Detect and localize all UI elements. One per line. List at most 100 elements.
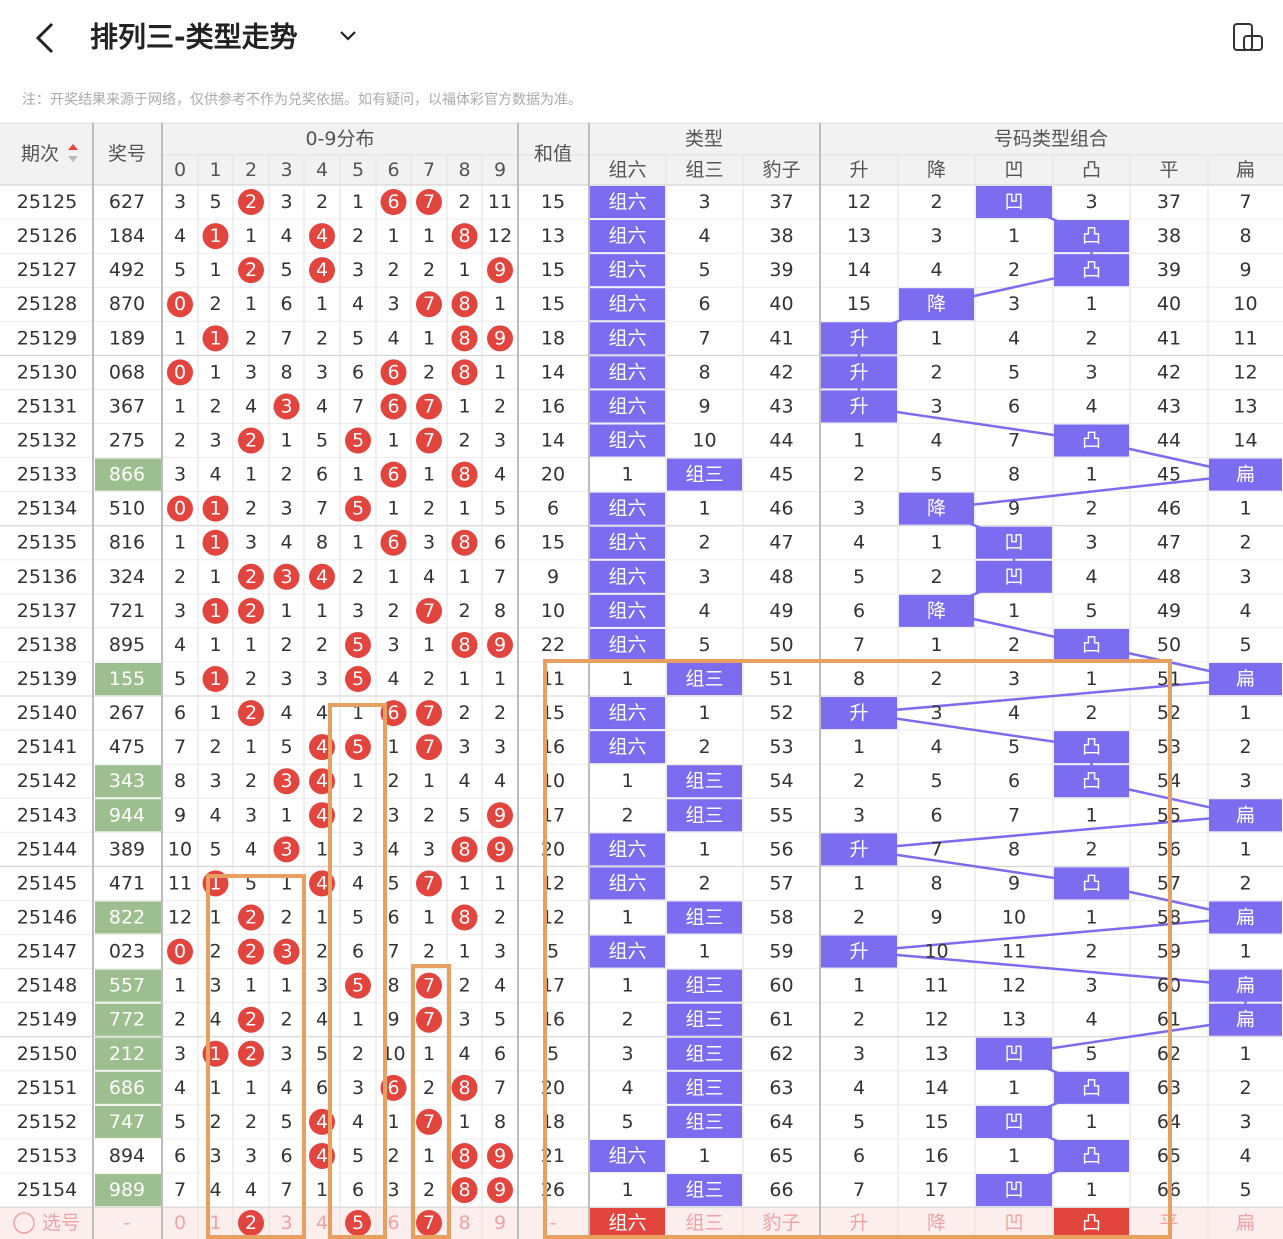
combo-miss: 8 xyxy=(853,668,865,690)
period: 25127 xyxy=(17,259,77,281)
type-highlight xyxy=(667,1071,742,1104)
miss-count: 5 xyxy=(387,872,399,894)
miss-count: 5 xyxy=(458,804,470,826)
hit-ball xyxy=(416,189,442,216)
combo-miss: 2 xyxy=(1239,872,1251,894)
miss-count: 6 xyxy=(316,1077,328,1099)
hit-digit: 8 xyxy=(458,1077,470,1099)
combo-miss: 4 xyxy=(1239,1145,1251,1167)
type-tag: 组三 xyxy=(685,975,723,997)
hit-digit: 1 xyxy=(209,600,221,622)
combo-highlight xyxy=(1054,220,1129,253)
hit-ball xyxy=(345,495,371,522)
hit-digit: 2 xyxy=(245,600,257,622)
hit-ball xyxy=(487,257,513,284)
type-miss: 5 xyxy=(621,1111,633,1133)
miss-count: 2 xyxy=(209,941,221,963)
draw-number: 822 xyxy=(109,907,145,929)
hit-digit: 4 xyxy=(316,804,328,826)
combo-miss: 1 xyxy=(930,327,942,349)
sum: 15 xyxy=(541,532,565,554)
hit-ball xyxy=(202,597,229,624)
hit-digit: 0 xyxy=(174,498,186,520)
digit-header: 7 xyxy=(423,159,435,181)
combo-header: 凹 xyxy=(1004,159,1023,181)
footer-digit: 7 xyxy=(423,1212,435,1234)
hit-ball xyxy=(487,1142,513,1169)
miss-count: 1 xyxy=(174,975,186,997)
type-miss: 8 xyxy=(698,361,710,383)
miss-count: 5 xyxy=(209,191,221,213)
miss-count: 1 xyxy=(280,430,292,452)
miss-count: 6 xyxy=(352,941,364,963)
hit-digit: 8 xyxy=(458,838,470,860)
combo-miss: 2 xyxy=(1085,702,1097,724)
combo-miss: 1 xyxy=(1085,907,1097,929)
combo-header: 扁 xyxy=(1236,159,1255,181)
combo-miss: 2 xyxy=(1085,327,1097,349)
miss-count: 5 xyxy=(209,838,221,860)
combo-header: 凸 xyxy=(1082,159,1101,181)
hit-digit: 7 xyxy=(423,975,435,997)
period: 25147 xyxy=(17,941,77,963)
footer-digit: 8 xyxy=(458,1212,470,1234)
hit-ball xyxy=(167,359,193,386)
miss-count: 11 xyxy=(488,191,512,213)
miss-count: 3 xyxy=(387,1179,399,1201)
miss-count: 5 xyxy=(494,1009,506,1031)
combo-miss: 5 xyxy=(853,1111,865,1133)
miss-count: 3 xyxy=(174,1043,186,1065)
hit-ball xyxy=(202,666,229,693)
sum: 10 xyxy=(541,600,565,622)
combo-miss: 2 xyxy=(1239,532,1251,554)
miss-count: 2 xyxy=(174,430,186,452)
combo-miss: 4 xyxy=(1008,327,1020,349)
combo-miss: 3 xyxy=(853,804,865,826)
combo-miss: 1 xyxy=(1239,702,1251,724)
draw-number: 471 xyxy=(109,872,145,894)
trend-line xyxy=(858,405,1092,442)
type-tag: 组六 xyxy=(608,600,646,622)
sum: 15 xyxy=(541,259,565,281)
combo-miss: 1 xyxy=(1008,1077,1020,1099)
footer-digit: 1 xyxy=(209,1212,221,1234)
hit-ball xyxy=(451,631,478,658)
selected-ball xyxy=(345,1210,371,1236)
period: 25154 xyxy=(17,1179,77,1201)
combo-highlight xyxy=(1209,799,1282,832)
miss-count: 3 xyxy=(209,430,221,452)
hit-ball xyxy=(380,393,407,420)
hit-digit: 8 xyxy=(458,327,470,349)
combo-header: 降 xyxy=(927,159,946,181)
combo-tag: 升 xyxy=(849,941,868,963)
type-tag: 组六 xyxy=(608,327,646,349)
combo-miss: 3 xyxy=(1085,361,1097,383)
miss-count: 3 xyxy=(352,259,364,281)
hit-digit: 8 xyxy=(458,532,470,554)
combo-miss: 5 xyxy=(1008,361,1020,383)
title-dropdown[interactable] xyxy=(340,31,356,41)
back-button[interactable] xyxy=(35,22,54,54)
miss-count: 2 xyxy=(423,1179,435,1201)
rotate-icon[interactable] xyxy=(1233,23,1263,51)
miss-count: 1 xyxy=(387,498,399,520)
hit-digit: 4 xyxy=(316,1145,328,1167)
type-highlight xyxy=(590,288,665,321)
trend-line xyxy=(858,677,1246,715)
type-tag: 组六 xyxy=(608,838,646,860)
type-tag: 组六 xyxy=(608,1145,646,1167)
combo-highlight xyxy=(821,935,897,968)
draw-number: 747 xyxy=(109,1111,145,1133)
type-miss: 3 xyxy=(621,1043,633,1065)
hit-digit: 6 xyxy=(387,702,399,724)
hit-digit: 3 xyxy=(280,395,292,417)
miss-count: 2 xyxy=(423,804,435,826)
miss-count: 8 xyxy=(387,975,399,997)
number-highlight xyxy=(95,1174,161,1207)
combo-miss: 2 xyxy=(1239,736,1251,758)
miss-count: 2 xyxy=(387,1145,399,1167)
hit-ball xyxy=(238,427,264,454)
miss-count: 1 xyxy=(352,1009,364,1031)
miss-count: 3 xyxy=(174,600,186,622)
draw-number: 627 xyxy=(109,191,145,213)
